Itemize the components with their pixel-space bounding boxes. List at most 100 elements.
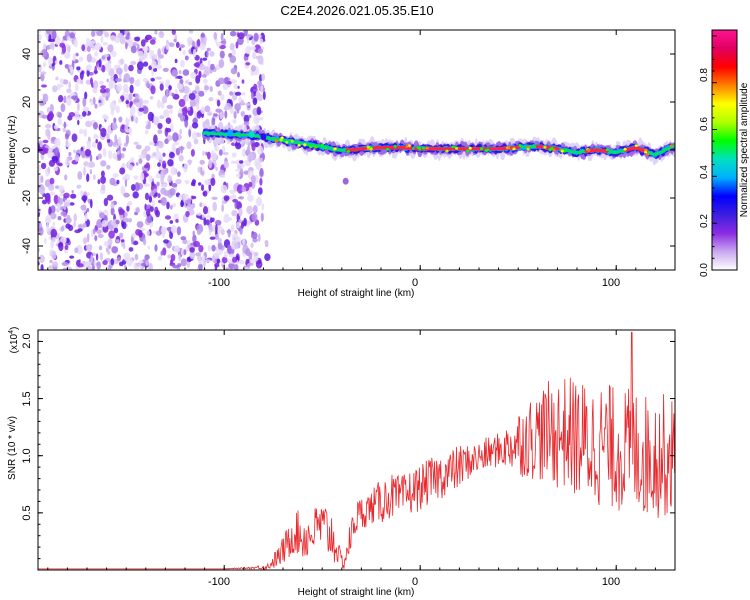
heatmap-noise-cell (264, 240, 269, 245)
heatmap-noise-cell (221, 204, 224, 212)
heatmap-noise-cell (170, 224, 178, 234)
heatmap-noise-cell (51, 42, 55, 51)
snr-y-tick-label: 2.0 (21, 333, 33, 348)
snr-scale-suffix: ) (9, 327, 20, 330)
heatmap-noise-cell (102, 260, 108, 266)
heatmap-noise-cell (93, 260, 97, 267)
heatmap-bright-cell (468, 146, 472, 150)
heatmap-noise-cell (113, 227, 119, 234)
heatmap-core-cell (409, 147, 412, 149)
heatmap-noise-cell (219, 112, 223, 120)
heatmap-noise-cell (185, 80, 188, 84)
heatmap-noise-cell (51, 250, 57, 260)
heatmap-noise-cell (229, 189, 236, 194)
heatmap-bright-cell (290, 139, 294, 143)
heatmap-ticks (38, 29, 676, 271)
heatmap-noise-cell (107, 44, 114, 53)
heatmap-noise-cell (49, 191, 56, 196)
heatmap-bright-cell (512, 147, 516, 151)
heatmap-noise-cell (60, 211, 67, 217)
heatmap-noise-cell (239, 160, 244, 164)
heatmap-noise-cell (218, 149, 223, 156)
heatmap-noise-cell (250, 242, 254, 248)
heatmap-noise-cell (152, 152, 157, 157)
heatmap-noise-cell (201, 74, 207, 78)
heatmap-noise-cell (41, 114, 48, 119)
heatmap-noise-cell (236, 173, 241, 178)
heatmap-noise-cell (74, 154, 80, 162)
heatmap-noise-cell (124, 211, 128, 217)
heatmap-noise-cell (133, 175, 139, 180)
heatmap-noise-cell (189, 250, 196, 260)
heatmap-bright-cell (297, 143, 301, 147)
heatmap-noise-cell (144, 164, 149, 169)
heatmap-noise-cell (162, 152, 166, 157)
heatmap-noise-cell (159, 156, 164, 160)
heatmap-noise-cell (103, 241, 109, 247)
heatmap-noise-cell (76, 66, 81, 71)
heatmap-noise-cell (156, 64, 163, 70)
heatmap-noise-cell (92, 96, 96, 105)
heatmap-noise-cell (162, 160, 166, 169)
heatmap-noise-cell (86, 173, 90, 182)
heatmap-noise-cell (46, 196, 51, 205)
snr-plot-area (38, 330, 675, 570)
heatmap-noise-cell (53, 147, 60, 157)
heatmap-noise-cell (241, 79, 245, 84)
heatmap-noise-cell (108, 230, 115, 239)
heatmap-noise-cell (217, 237, 222, 243)
heatmap-noise-cell (71, 190, 74, 194)
heatmap-noise-cell (65, 43, 69, 48)
heatmap-noise-cell (171, 30, 176, 35)
heatmap-noise-cell (135, 229, 141, 236)
heatmap-noise-cell (215, 166, 218, 172)
heatmap-noise-cell (173, 38, 177, 43)
heatmap-noise-cell (132, 232, 136, 239)
heatmap-noise-cell (132, 191, 139, 199)
heatmap-noise-cell (163, 239, 169, 244)
heatmap-bright-cell (386, 147, 390, 151)
heatmap-noise-cell (73, 39, 78, 48)
heatmap-noise-cell (38, 173, 41, 180)
heatmap-noise-cell (38, 178, 41, 187)
heatmap-noise-cell (68, 81, 71, 90)
heatmap-noise-cell (176, 226, 182, 236)
colorbar-frame (711, 29, 738, 271)
heatmap-noise-cell (203, 78, 208, 84)
heatmap-noise-cell (85, 64, 92, 71)
heatmap-noise-cell (145, 260, 150, 266)
heatmap-noise-cell (50, 205, 56, 214)
heatmap-noise-cell (180, 236, 187, 241)
heatmap-noise-cell (163, 109, 170, 118)
heatmap-noise-cell (165, 117, 172, 124)
heatmap-noise-cell (241, 92, 246, 96)
heatmap-noise-cell (236, 109, 240, 114)
heatmap-noise-cell (175, 178, 182, 185)
heatmap-noise-cell (191, 122, 199, 129)
heatmap-noise-cell (149, 96, 154, 100)
heatmap-noise-cell (200, 63, 204, 67)
heatmap-noise-cell (100, 85, 106, 89)
heatmap-noise-cell (251, 91, 254, 100)
heatmap-bright-cell (486, 148, 490, 152)
heatmap-bright-cell (347, 150, 351, 153)
heatmap-noise-cell (106, 194, 114, 201)
heatmap-noise-cell (160, 197, 167, 206)
heatmap-noise-cell (232, 265, 239, 270)
heatmap-noise-cell (115, 105, 120, 114)
heatmap-noise-cell (54, 60, 59, 65)
heatmap-noise-cell (61, 261, 69, 266)
heatmap-noise-cell (191, 195, 197, 200)
heatmap-noise-cell (108, 225, 114, 231)
heatmap-noise-cell (134, 93, 140, 100)
snr-panel: -100 0 100 0.5 1.0 1.5 2.0 (x104) Height… (7, 327, 676, 598)
heatmap-noise-cell (108, 79, 116, 89)
heatmap-noise-cell (122, 176, 127, 181)
heatmap-noise-cell (48, 206, 52, 216)
heatmap-noise-cell (83, 166, 86, 176)
heatmap-noise-cell (235, 41, 239, 49)
heatmap-noise-cell (259, 38, 264, 44)
heatmap-noise-cell (215, 108, 222, 113)
heatmap-noise-cell (176, 75, 183, 80)
